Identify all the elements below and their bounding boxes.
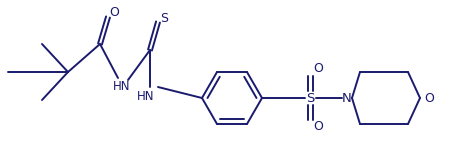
Text: S: S (160, 11, 168, 24)
Text: O: O (109, 7, 119, 20)
Text: S: S (306, 91, 314, 104)
Text: N: N (342, 91, 352, 104)
Text: O: O (313, 121, 323, 134)
Text: O: O (313, 62, 323, 76)
Text: O: O (424, 91, 434, 104)
Text: HN: HN (113, 80, 131, 93)
Text: HN: HN (137, 90, 155, 103)
